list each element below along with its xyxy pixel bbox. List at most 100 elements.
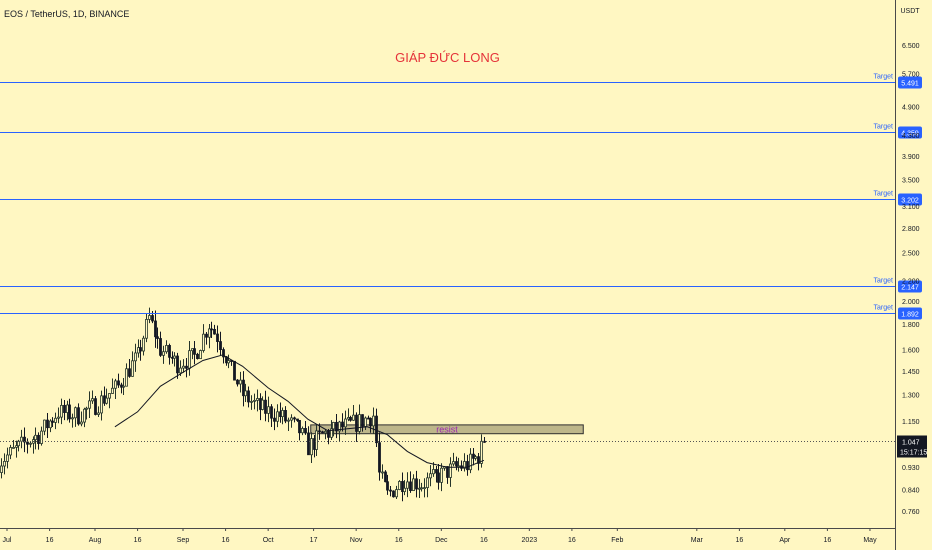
candle-up [108, 393, 111, 399]
candle-up [463, 461, 466, 469]
current-price-badge [897, 435, 927, 458]
time-tick-label: Oct [263, 537, 274, 544]
candle-up [267, 406, 270, 414]
candle-up [202, 333, 205, 351]
target-price-value: 2.147 [901, 285, 919, 292]
time-tick-label: 16 [134, 537, 142, 544]
candle-up [398, 481, 401, 490]
candle-up [480, 440, 483, 464]
candle-up [29, 442, 32, 445]
candle-up [134, 352, 137, 362]
candle-down [37, 434, 40, 444]
candle-up [165, 345, 168, 353]
price-tick-label: 1.600 [902, 347, 920, 354]
candle-down [298, 420, 301, 434]
time-tick-label: Aug [89, 537, 102, 544]
candle-down [216, 333, 219, 342]
candle-down [296, 418, 299, 421]
candle-up [287, 419, 290, 422]
candle-down [415, 478, 418, 490]
candle-down [384, 471, 387, 483]
candle-down [284, 410, 287, 422]
time-tick-label: Feb [611, 537, 623, 544]
candle-up [85, 407, 88, 410]
candle-up [457, 465, 460, 468]
current-price-countdown: 15:17:15 [900, 450, 927, 457]
price-tick-label: 1.150 [902, 419, 920, 426]
candle-down [466, 461, 469, 471]
candle-up [449, 463, 452, 478]
candle-up [142, 337, 145, 352]
candle-down [270, 406, 273, 419]
candle-up [131, 360, 134, 377]
candle-down [375, 415, 378, 444]
current-price-value: 1.047 [902, 440, 920, 447]
candle-up [332, 421, 335, 430]
candle-up [83, 408, 86, 423]
time-tick-label: 16 [46, 537, 54, 544]
moving-average-line [114, 354, 485, 468]
candle-up [34, 434, 37, 440]
target-price-value: 5.491 [901, 81, 919, 88]
candle-up [114, 380, 117, 389]
candle-up [0, 465, 3, 473]
moving-average-layer [114, 354, 485, 468]
candle-down [437, 472, 440, 483]
candle-up [57, 416, 60, 419]
candle-down [159, 338, 162, 356]
time-tick-label: Dec [435, 537, 448, 544]
candle-down [386, 481, 389, 491]
candle-up [352, 414, 355, 421]
candle-down [318, 430, 321, 433]
price-tick-label: 2.000 [902, 299, 920, 306]
price-tick-label: 3.900 [902, 154, 920, 161]
candle-up [54, 417, 57, 423]
time-tick-label: 16 [395, 537, 403, 544]
candle-up [256, 398, 259, 401]
candle-down [219, 341, 222, 351]
candle-up [208, 328, 211, 338]
candle-up [239, 379, 242, 385]
candle-up [364, 417, 367, 427]
target-label: Target [874, 305, 894, 312]
resist-zone-label: resist [436, 424, 458, 434]
candle-up [315, 430, 318, 450]
candle-down [293, 417, 296, 420]
time-axis[interactable]: Jul 16 Aug 16 Sep 16 Oct 17 Nov 16 Dec 16 2023 16 Feb M… [0, 528, 895, 544]
candle-down [128, 368, 131, 377]
candle-down [307, 432, 310, 456]
candle-up [395, 489, 398, 498]
candle-up [426, 477, 429, 489]
candle-up [91, 398, 94, 402]
price-tick-label: 2.200 [902, 278, 920, 285]
target-price-badge [898, 126, 922, 139]
candle-down [341, 421, 344, 428]
candles-layer [0, 307, 486, 502]
candle-up [452, 461, 455, 465]
candle-down [435, 469, 438, 474]
time-tick-label: 16 [568, 537, 576, 544]
candle-up [97, 412, 100, 415]
candle-up [372, 415, 375, 427]
price-tick-label: 4.300 [902, 133, 920, 140]
candle-up [276, 411, 279, 422]
candle-up [330, 428, 333, 438]
candle-up [310, 438, 313, 456]
candle-down [247, 390, 250, 403]
time-tick-label: 16 [735, 537, 743, 544]
candle-down [63, 404, 66, 413]
candle-up [423, 487, 426, 490]
candle-up [432, 469, 435, 475]
candle-down [193, 348, 196, 355]
price-tick-label: 3.100 [902, 204, 920, 211]
candle-down [401, 481, 404, 493]
chart-symbol-header: EOS / TetherUS, 1D, BINANCE [4, 9, 130, 19]
candle-down [392, 490, 395, 498]
candle-up [6, 454, 9, 462]
candle-up [281, 410, 284, 418]
candle-down [409, 481, 412, 491]
candle-up [15, 445, 18, 448]
time-tick-label: 17 [310, 537, 318, 544]
